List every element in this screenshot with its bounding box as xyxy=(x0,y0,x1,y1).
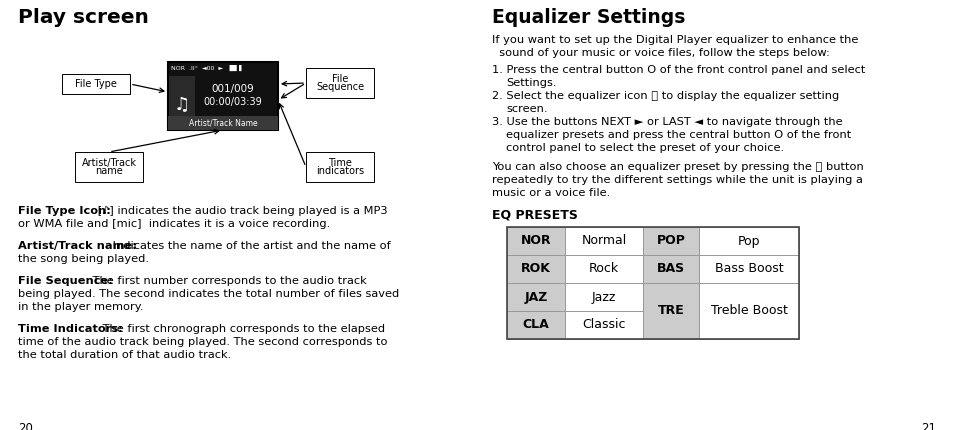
Bar xyxy=(642,283,699,339)
Text: 1. Press the central button O of the front control panel and select: 1. Press the central button O of the fro… xyxy=(492,65,864,75)
Text: File Type: File Type xyxy=(75,79,117,89)
Text: Sequence: Sequence xyxy=(315,82,364,92)
Text: POP: POP xyxy=(656,234,684,248)
Text: [♪] indicates the audio track being played is a MP3: [♪] indicates the audio track being play… xyxy=(93,206,387,216)
Text: Normal: Normal xyxy=(580,234,626,248)
Text: 2. Select the equalizer icon Ⓔ to display the equalizer setting: 2. Select the equalizer icon Ⓔ to displa… xyxy=(492,91,839,101)
Text: 00:00/03:39: 00:00/03:39 xyxy=(203,97,262,107)
Text: Time Indicators:: Time Indicators: xyxy=(18,324,123,334)
Text: NOR  .II°  ◄00  ►  ▐█▐: NOR .II° ◄00 ► ▐█▐ xyxy=(171,65,241,71)
Bar xyxy=(75,152,143,182)
Text: BAS: BAS xyxy=(657,262,684,276)
Bar xyxy=(168,116,277,130)
Bar xyxy=(642,255,699,283)
Text: Artist/Track Name: Artist/Track Name xyxy=(189,119,257,128)
Bar xyxy=(506,227,799,339)
Text: The first chronograph corresponds to the elapsed: The first chronograph corresponds to the… xyxy=(99,324,384,334)
Text: repeatedly to try the different settings while the unit is playing a: repeatedly to try the different settings… xyxy=(492,175,862,185)
Text: File Type Icon:: File Type Icon: xyxy=(18,206,111,216)
Text: File: File xyxy=(332,74,348,84)
Text: 20: 20 xyxy=(18,422,32,430)
Text: time of the audio track being played. The second corresponds to: time of the audio track being played. Th… xyxy=(18,337,387,347)
Text: Pop: Pop xyxy=(737,234,760,248)
Bar xyxy=(642,227,699,255)
Bar xyxy=(564,311,642,339)
Bar xyxy=(506,255,564,283)
Text: ♫: ♫ xyxy=(173,96,190,114)
Bar xyxy=(699,283,799,339)
Text: EQ PRESETS: EQ PRESETS xyxy=(492,209,578,222)
Bar xyxy=(699,227,799,255)
Bar xyxy=(62,74,130,94)
Text: indicators: indicators xyxy=(315,166,364,176)
Bar xyxy=(564,283,642,311)
Text: Indicates the name of the artist and the name of: Indicates the name of the artist and the… xyxy=(109,241,390,251)
Bar xyxy=(506,283,564,311)
Text: music or a voice file.: music or a voice file. xyxy=(492,188,610,198)
Text: the total duration of that audio track.: the total duration of that audio track. xyxy=(18,350,231,360)
Text: File Sequence:: File Sequence: xyxy=(18,276,112,286)
Text: equalizer presets and press the central button O of the front: equalizer presets and press the central … xyxy=(505,130,850,140)
Text: JAZ: JAZ xyxy=(524,291,547,304)
Text: Jazz: Jazz xyxy=(591,291,616,304)
Text: TRE: TRE xyxy=(657,304,683,317)
Text: Time: Time xyxy=(328,158,352,168)
Text: screen.: screen. xyxy=(505,104,547,114)
Text: 3. Use the buttons NEXT ► or LAST ◄ to navigate through the: 3. Use the buttons NEXT ► or LAST ◄ to n… xyxy=(492,117,841,127)
Text: If you want to set up the Digital Player equalizer to enhance the: If you want to set up the Digital Player… xyxy=(492,35,858,45)
Text: CLA: CLA xyxy=(522,319,549,332)
Bar xyxy=(699,255,799,283)
Text: Equalizer Settings: Equalizer Settings xyxy=(492,8,684,27)
Bar xyxy=(169,76,194,128)
Text: Play screen: Play screen xyxy=(18,8,149,27)
Bar xyxy=(306,68,374,98)
Text: 001/009: 001/009 xyxy=(212,84,254,94)
Text: NOR: NOR xyxy=(520,234,551,248)
Text: name: name xyxy=(95,166,123,176)
Bar xyxy=(306,152,374,182)
Text: You can also choose an equalizer preset by pressing the Ⓔ button: You can also choose an equalizer preset … xyxy=(492,162,862,172)
Text: control panel to select the preset of your choice.: control panel to select the preset of yo… xyxy=(505,143,783,153)
Bar xyxy=(506,227,564,255)
Text: Classic: Classic xyxy=(581,319,625,332)
Bar xyxy=(168,62,277,130)
Text: the song being played.: the song being played. xyxy=(18,254,149,264)
Text: Artist/Track: Artist/Track xyxy=(81,158,136,168)
Bar xyxy=(564,255,642,283)
Text: sound of your music or voice files, follow the steps below:: sound of your music or voice files, foll… xyxy=(492,48,829,58)
Text: in the player memory.: in the player memory. xyxy=(18,302,143,312)
Text: Treble Boost: Treble Boost xyxy=(710,304,786,317)
Text: Settings.: Settings. xyxy=(505,78,556,88)
Text: Artist/Track name:: Artist/Track name: xyxy=(18,241,136,251)
Text: 21: 21 xyxy=(920,422,935,430)
Text: ROK: ROK xyxy=(520,262,551,276)
Bar xyxy=(564,227,642,255)
Text: being played. The second indicates the total number of files saved: being played. The second indicates the t… xyxy=(18,289,399,299)
Text: Bass Boost: Bass Boost xyxy=(714,262,782,276)
Bar xyxy=(506,311,564,339)
Text: Rock: Rock xyxy=(588,262,618,276)
Text: The first number corresponds to the audio track: The first number corresponds to the audi… xyxy=(89,276,366,286)
Text: or WMA file and [mic]  indicates it is a voice recording.: or WMA file and [mic] indicates it is a … xyxy=(18,219,330,229)
